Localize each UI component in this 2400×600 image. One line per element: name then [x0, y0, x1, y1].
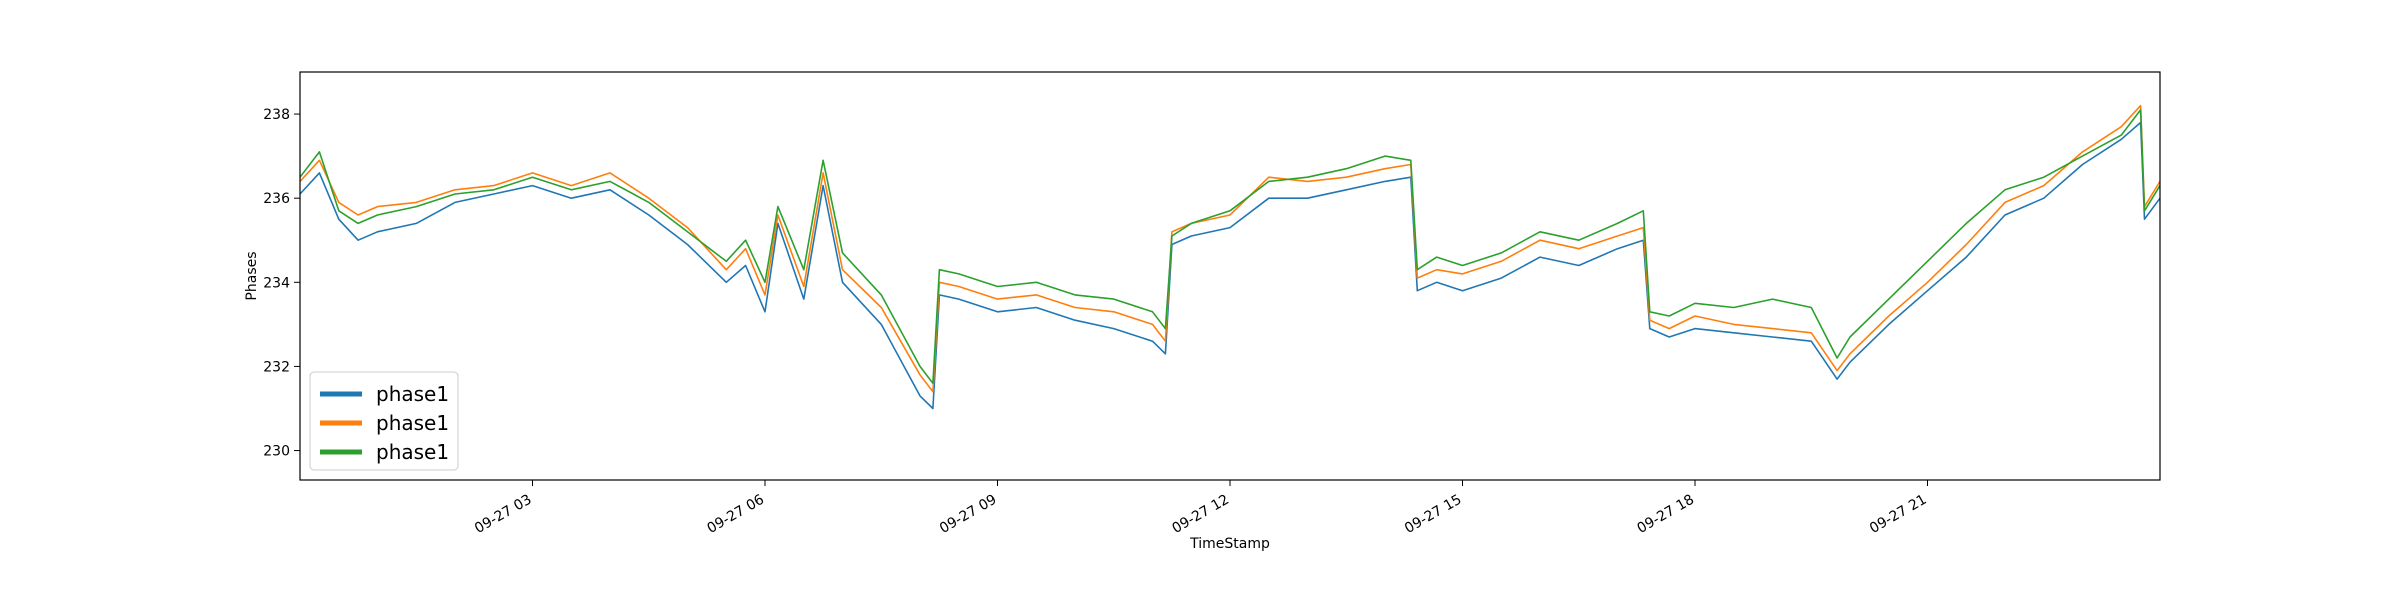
y-tick-label-5: 238 [263, 107, 290, 123]
y-tick-label-4: 236 [263, 191, 290, 207]
x-axis-label: TimeStamp [1189, 536, 1270, 552]
legend: phase1 phase1 phase1 [309, 371, 459, 471]
legend-label-1: phase1 [376, 382, 449, 406]
series-line-1 [299, 121, 2161, 410]
series-line-3 [299, 109, 2161, 385]
y-axis-label: Phases [244, 251, 260, 300]
series-layer [299, 104, 2161, 410]
legend-label-2: phase1 [376, 411, 449, 435]
y-tick-label-3: 234 [263, 275, 290, 291]
y-tick-label-1: 230 [263, 444, 290, 460]
y-axis-ticks: 230 232 234 236 238 [263, 107, 300, 460]
y-tick-label-2: 232 [263, 359, 290, 375]
legend-label-3: phase1 [376, 440, 449, 464]
